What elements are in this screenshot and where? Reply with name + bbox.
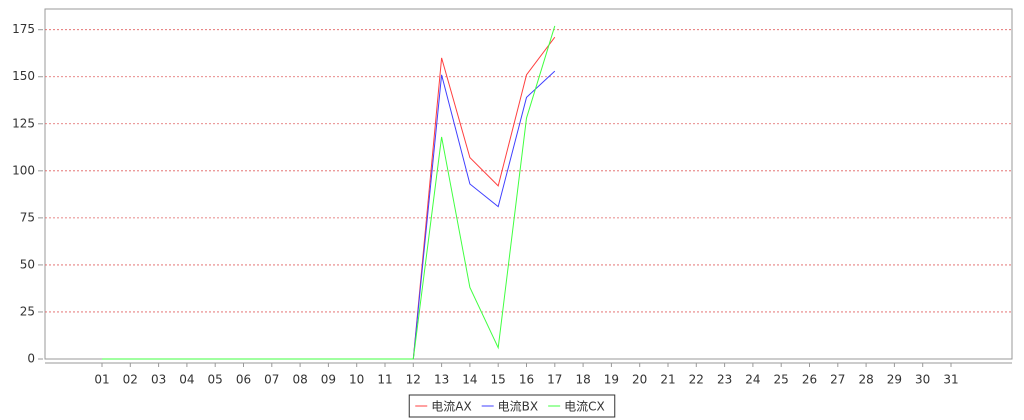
x-tick-label: 29	[887, 373, 902, 387]
x-tick-label: 16	[519, 373, 534, 387]
x-tick-label: 25	[774, 373, 789, 387]
legend-label: 电流CX	[564, 400, 605, 414]
y-tick-label: 125	[12, 116, 35, 130]
x-tick-label: 24	[745, 373, 760, 387]
x-tick-label: 27	[830, 373, 845, 387]
x-tick-label: 10	[349, 373, 364, 387]
legend-label: 电流BX	[498, 400, 538, 414]
y-tick-label: 0	[27, 352, 35, 366]
plot-area	[44, 8, 1013, 360]
series-line	[102, 25, 556, 360]
x-tick-label: 02	[123, 373, 138, 387]
x-tick-label: 07	[264, 373, 279, 387]
x-tick-label: 31	[943, 373, 958, 387]
y-tick-label: 75	[20, 210, 35, 224]
y-tick-label: 50	[20, 257, 35, 271]
y-tick-label: 100	[12, 163, 35, 177]
x-tick-label: 06	[236, 373, 251, 387]
x-tick-label: 22	[689, 373, 704, 387]
x-tick-label: 23	[717, 373, 732, 387]
x-tick-label: 05	[208, 373, 223, 387]
x-tick-label: 30	[915, 373, 930, 387]
x-tick-label: 17	[547, 373, 562, 387]
legend-box	[408, 394, 616, 418]
y-tick-label: 25	[20, 304, 35, 318]
y-tick-label: 175	[12, 22, 35, 36]
x-tick-label: 01	[94, 373, 109, 387]
x-tick-label: 04	[179, 373, 194, 387]
x-tick-label: 19	[604, 373, 619, 387]
x-tick-label: 08	[292, 373, 307, 387]
x-tick-label: 09	[321, 373, 336, 387]
x-tick-label: 26	[802, 373, 817, 387]
x-tick-label: 18	[575, 373, 590, 387]
x-tick-label: 12	[406, 373, 421, 387]
x-tick-label: 28	[858, 373, 873, 387]
x-tick-label: 21	[660, 373, 675, 387]
x-tick-label: 20	[632, 373, 647, 387]
legend-label: 电流AX	[431, 400, 471, 414]
x-tick-label: 15	[491, 373, 506, 387]
x-tick-label: 03	[151, 373, 166, 387]
x-tick-label: 11	[377, 373, 392, 387]
x-tick-label: 13	[434, 373, 449, 387]
y-tick-label: 150	[12, 69, 35, 83]
x-tick-label: 14	[462, 373, 477, 387]
legend: 电流AX 电流BX 电流CX	[408, 394, 616, 418]
